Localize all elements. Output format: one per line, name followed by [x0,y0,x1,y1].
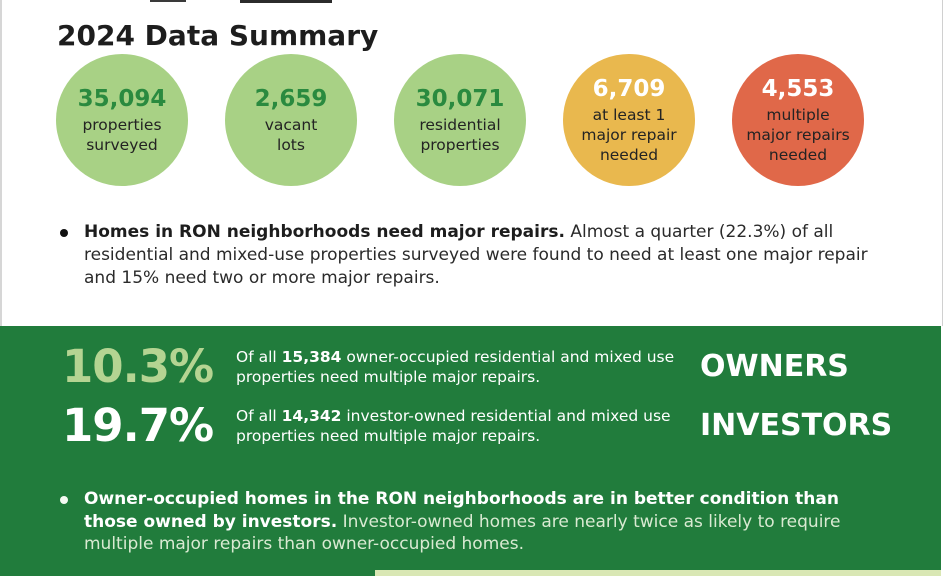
stat-circle-multiple-repairs-needed: 4,553 multiple major repairs needed [732,54,864,186]
stat-value: 35,094 [77,85,167,112]
investors-description: Of all 14,342 investor-owned residential… [236,406,671,445]
stat-circle-one-repair-needed: 6,709 at least 1 major repair needed [563,54,695,186]
green-panel: 10.3% Of all 15,384 owner-occupied resid… [0,326,941,576]
page-right-edge [942,0,943,326]
investors-percent: 19.7% [62,399,214,453]
bullet-major-repairs: Homes in RON neighborhoods need major re… [60,221,880,290]
bullet-dot [60,229,68,237]
stat-circle-residential-properties: 30,071 residential properties [394,54,526,186]
cropped-content-fragment [150,0,186,2]
owners-percent: 10.3% [62,340,214,393]
cropped-next-section-edge [375,570,941,576]
stat-label: at least 1 major repair needed [581,105,677,164]
owners-stat-row: 10.3% Of all 15,384 owner-occupied resid… [62,326,941,393]
bullet-text: Homes in RON neighborhoods need major re… [84,222,868,288]
investors-label: INVESTORS [700,408,893,444]
stat-value: 2,659 [254,85,328,112]
page-left-edge [0,0,2,326]
stat-label: properties surveyed [82,115,162,154]
bullet-text: Owner-occupied homes in the RON neighbor… [84,489,841,554]
stat-label: residential properties [419,115,501,154]
stat-circle-properties-surveyed: 35,094 properties surveyed [56,54,188,186]
cropped-content-fragment [240,0,332,3]
stat-value: 4,553 [761,75,835,102]
owners-label: OWNERS [700,349,849,385]
bullet-owner-vs-investor: Owner-occupied homes in the RON neighbor… [60,488,890,556]
stat-value: 6,709 [592,75,666,102]
stat-circles-row: 35,094 properties surveyed 2,659 vacant … [56,54,864,186]
page-title: 2024 Data Summary [57,18,379,52]
bullet-dot [60,496,68,504]
owners-description: Of all 15,384 owner-occupied residential… [236,347,675,386]
stat-circle-vacant-lots: 2,659 vacant lots [225,54,357,186]
stat-value: 30,071 [415,85,505,112]
stat-label: multiple major repairs needed [746,105,850,164]
investors-stat-row: 19.7% Of all 14,342 investor-owned resid… [62,399,941,453]
stat-label: vacant lots [264,115,318,154]
